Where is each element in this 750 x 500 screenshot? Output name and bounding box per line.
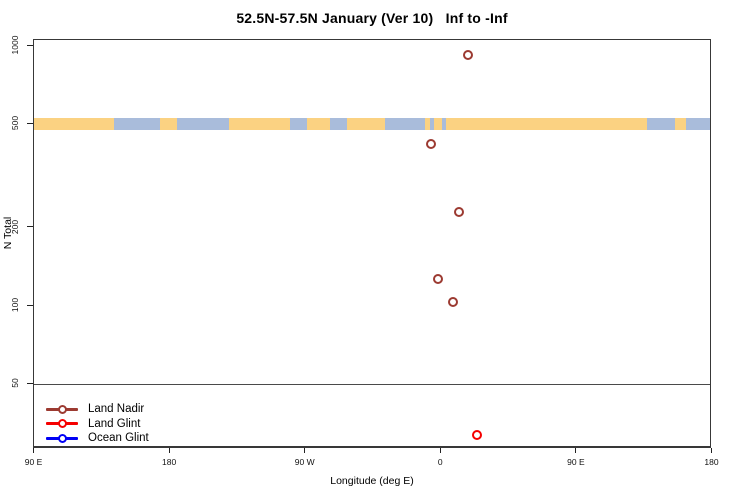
x-tick-mark: [33, 448, 34, 453]
band-land-segment: [34, 118, 114, 131]
band-ocean-segment: [430, 118, 434, 131]
y-tick-label: 100: [10, 297, 20, 313]
legend-label: Land Glint: [88, 417, 141, 430]
legend-circle-swatch: [57, 433, 67, 443]
y-tick-mark: [27, 44, 33, 46]
band-ocean-segment: [647, 118, 675, 131]
y-tick-mark: [27, 304, 33, 306]
band-ocean-segment: [330, 118, 347, 131]
x-tick-label: 90 W: [294, 457, 315, 467]
legend-circle-swatch: [57, 404, 67, 414]
band-land-segment: [433, 118, 442, 131]
x-tick-label: 180: [704, 457, 719, 467]
data-point-land-nadir: [448, 296, 459, 307]
x-tick-mark: [711, 448, 712, 453]
x-tick-mark: [304, 448, 306, 453]
legend-circle-swatch: [57, 419, 67, 428]
legend-item: Ocean Glint: [34, 431, 234, 445]
x-tick-label: 0: [437, 457, 443, 467]
x-tick-mark: [439, 448, 441, 453]
chart-title: 52.5N-57.5N January (Ver 10) Inf to -Inf: [236, 10, 508, 26]
y-tick-mark: [27, 226, 33, 228]
reference-line-50: [34, 383, 710, 386]
plot-area: Land Nadir Land Glint Ocean Glint: [33, 39, 711, 448]
y-axis-title: N Total: [2, 216, 14, 250]
band-land-segment: [674, 118, 687, 131]
band-ocean-segment: [686, 118, 710, 131]
band-ocean-segment: [290, 118, 308, 131]
band-ocean-segment: [113, 118, 161, 131]
band-land-segment: [307, 118, 331, 131]
band-land-segment: [346, 118, 385, 131]
band-ocean-segment: [177, 118, 229, 131]
y-tick-mark: [27, 382, 33, 384]
data-point-land-nadir: [463, 50, 474, 61]
data-point-land-nadir: [425, 138, 436, 149]
x-axis-title: Longitude (deg E): [330, 475, 414, 487]
legend-item: Land Glint: [34, 417, 234, 431]
band-land-segment: [424, 118, 431, 131]
x-tick-mark: [168, 448, 170, 453]
band-ocean-segment: [441, 118, 446, 131]
legend-item: Land Nadir: [34, 402, 234, 416]
band-land-segment: [160, 118, 178, 131]
x-tick-mark: [575, 448, 577, 453]
band-land-segment: [228, 118, 291, 131]
band-land-segment: [445, 118, 648, 131]
legend-label: Ocean Glint: [88, 432, 149, 444]
x-tick-label: 90 E: [567, 457, 585, 467]
x-tick-label: 180: [162, 457, 177, 467]
y-tick-label: 1000: [10, 35, 20, 55]
y-tick-label: 50: [10, 378, 20, 388]
data-point-land-nadir: [454, 206, 465, 217]
y-tick-label: 500: [10, 116, 20, 131]
data-point-land-nadir: [433, 274, 444, 284]
data-point-land-glint: [472, 429, 483, 440]
y-tick-mark: [27, 122, 33, 124]
band-ocean-segment: [384, 118, 425, 131]
land-ocean-band: [34, 118, 710, 131]
legend-label: Land Nadir: [88, 403, 145, 415]
x-tick-label: 90 E: [24, 457, 43, 467]
